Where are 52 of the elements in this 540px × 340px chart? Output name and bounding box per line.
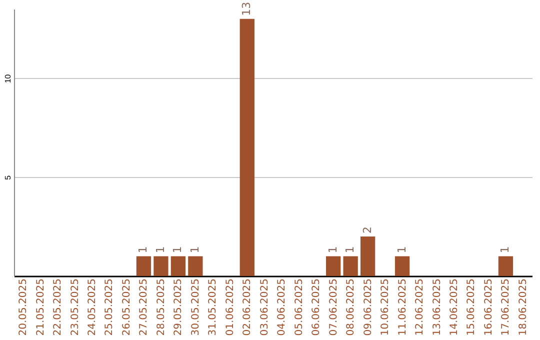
- x-tick-label: 30.05.2025: [190, 278, 202, 336]
- bar: [394, 256, 410, 276]
- x-tick-label: 25.05.2025: [104, 278, 116, 336]
- x-tick-label: 03.06.2025: [259, 278, 270, 336]
- x-tick-label: 02.06.2025: [242, 278, 254, 336]
- x-tick-label: 21.05.2025: [35, 278, 46, 336]
- x-tick-label: 24.05.2025: [87, 278, 98, 336]
- bar: [188, 256, 203, 276]
- bar: [154, 256, 168, 276]
- data-label: 13: [240, 2, 254, 16]
- x-tick-label: 16.06.2025: [483, 278, 494, 336]
- data-label: 1: [395, 246, 408, 254]
- x-tick-label: 05.06.2025: [294, 278, 305, 336]
- x-tick-label: 04.06.2025: [276, 278, 288, 336]
- x-tick-label: 26.05.2025: [121, 278, 132, 336]
- x-tick-label: 22.05.2025: [52, 278, 64, 336]
- bar: [136, 256, 152, 276]
- y-tick-label: 10: [4, 74, 12, 84]
- x-tick-label: 17.06.2025: [500, 278, 512, 336]
- x-tick-label: 31.05.2025: [208, 278, 219, 336]
- x-tick-label: 27.05.2025: [138, 278, 150, 336]
- x-tick-label: 23.05.2025: [70, 278, 81, 336]
- x-tick-label: 10.06.2025: [380, 278, 392, 336]
- data-label: 2: [360, 226, 374, 234]
- x-tick-label: 13.06.2025: [432, 278, 443, 336]
- data-label: 1: [188, 246, 202, 254]
- x-tick-label: 12.06.2025: [414, 278, 426, 336]
- bar: [498, 256, 514, 276]
- bar: [343, 256, 358, 276]
- bar: [170, 256, 186, 276]
- x-tick-label: 09.06.2025: [362, 278, 374, 336]
- data-label: 1: [154, 246, 167, 254]
- x-tick-label: 28.05.2025: [156, 278, 167, 336]
- data-label: 1: [326, 246, 340, 254]
- x-tick-label: 14.06.2025: [449, 278, 460, 336]
- y-tick-label: 5: [4, 174, 12, 180]
- x-tick-label: 15.06.2025: [466, 278, 478, 336]
- x-tick-label: 08.06.2025: [346, 278, 357, 336]
- x-tick-label: 01.06.2025: [224, 278, 236, 336]
- x-tick-label: 06.06.2025: [311, 278, 322, 336]
- x-tick-label: 29.05.2025: [173, 278, 184, 336]
- bar: [360, 236, 376, 276]
- data-label: 1: [171, 246, 184, 254]
- bar: [326, 256, 341, 276]
- bar: [240, 18, 254, 276]
- x-tick-label: 20.05.2025: [18, 278, 30, 336]
- data-label: 1: [136, 246, 150, 254]
- data-label: 1: [498, 246, 512, 254]
- x-tick-label: 18.06.2025: [518, 278, 529, 336]
- x-tick-label: 07.06.2025: [328, 278, 340, 336]
- x-tick-label: 11.06.2025: [397, 278, 408, 336]
- data-label: 1: [344, 246, 357, 254]
